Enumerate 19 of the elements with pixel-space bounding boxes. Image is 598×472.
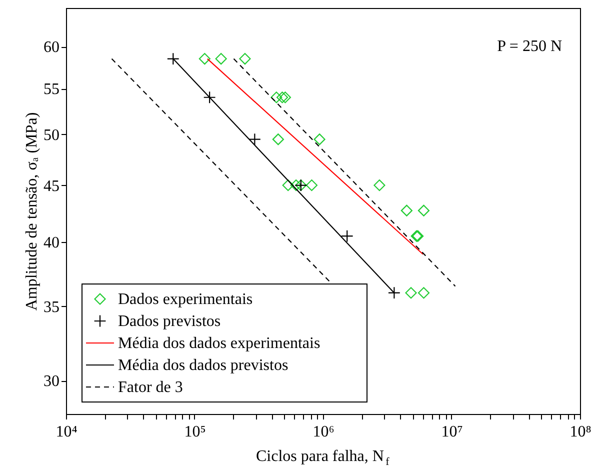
- x-tick-label: 10⁴: [56, 424, 78, 440]
- y-tick-label: 45: [44, 178, 60, 195]
- x-tick-label: 10⁶: [312, 424, 334, 440]
- legend-label: Dados experimentais: [118, 291, 253, 308]
- x-tick-label: 10⁷: [441, 424, 463, 440]
- y-tick-label: 55: [44, 81, 60, 98]
- y-tick-label: 30: [44, 373, 60, 390]
- y-axis-title: Amplitude de tensão, σₐ (MPa): [24, 112, 40, 311]
- legend-label: Dados previstos: [118, 313, 221, 330]
- x-tick-label: 10⁸: [570, 424, 592, 440]
- legend-label: Média dos dados previstos: [118, 357, 288, 374]
- annotation: P = 250 N: [497, 38, 562, 55]
- y-tick-label: 40: [44, 234, 60, 252]
- legend-label: Média dos dados experimentais: [118, 335, 320, 352]
- legend-label: Fator de 3: [118, 379, 183, 396]
- y-tick-label: 50: [44, 126, 60, 144]
- y-tick-label: 35: [44, 298, 60, 316]
- x-tick-label: 10⁵: [184, 424, 206, 440]
- y-tick-label: 60: [44, 39, 60, 56]
